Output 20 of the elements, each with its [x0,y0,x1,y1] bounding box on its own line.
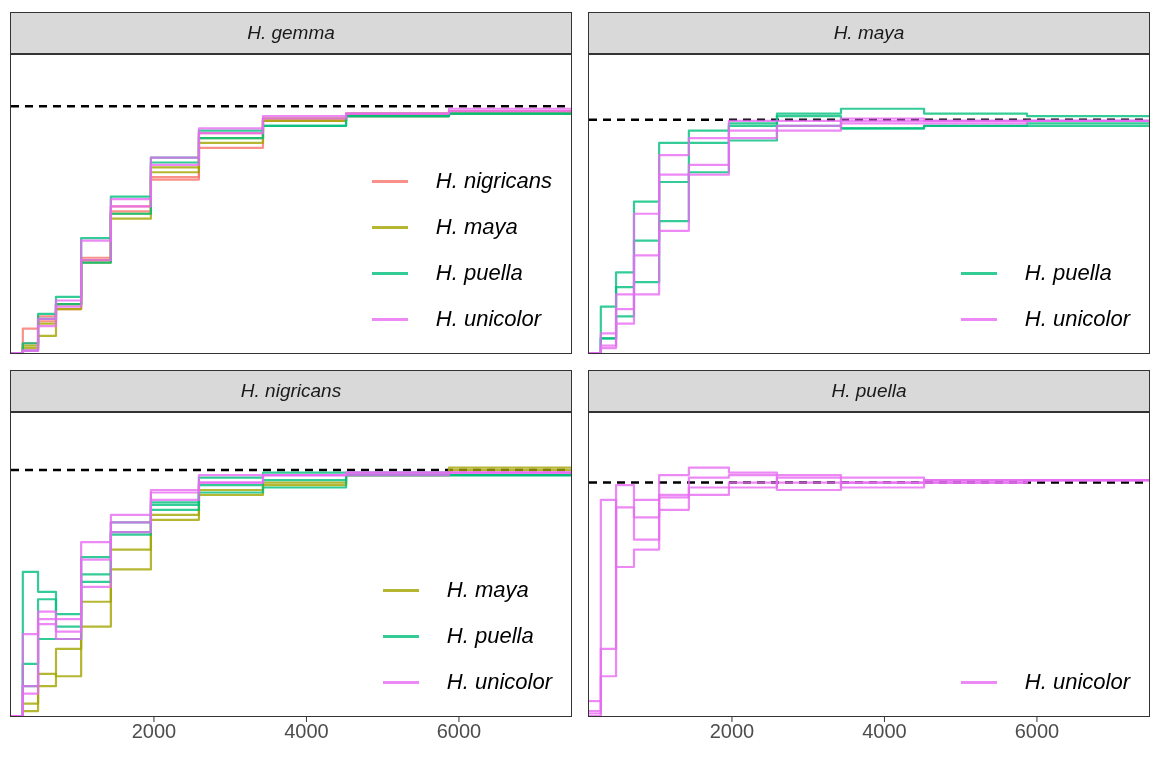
x-tick-label: 4000 [862,720,907,743]
chart-title: H. gemma [10,12,572,54]
legend-label: H. unicolor [1024,669,1130,695]
legend-label: H. unicolor [1024,306,1130,332]
x-tick-label: 6000 [436,720,482,743]
legend-label: H. unicolor [435,306,541,332]
x-tick-label: 2000 [131,720,177,743]
x-tick-label: 6000 [1014,720,1060,743]
x-tick-label: 2000 [709,720,755,743]
legend-label: H. puella [1024,260,1112,286]
chart-title: H. puella [588,370,1150,412]
legend-label: H. unicolor [446,669,552,695]
legend-label: H. nigricans [435,168,552,194]
legend-label: H. puella [435,260,523,286]
legend-label: H. maya [446,577,529,603]
x-tick-label: 4000 [284,720,329,743]
chart-title: H. maya [588,12,1150,54]
chart-title: H. nigricans [10,370,572,412]
legend-label: H. puella [446,623,534,649]
legend-label: H. maya [435,214,518,240]
